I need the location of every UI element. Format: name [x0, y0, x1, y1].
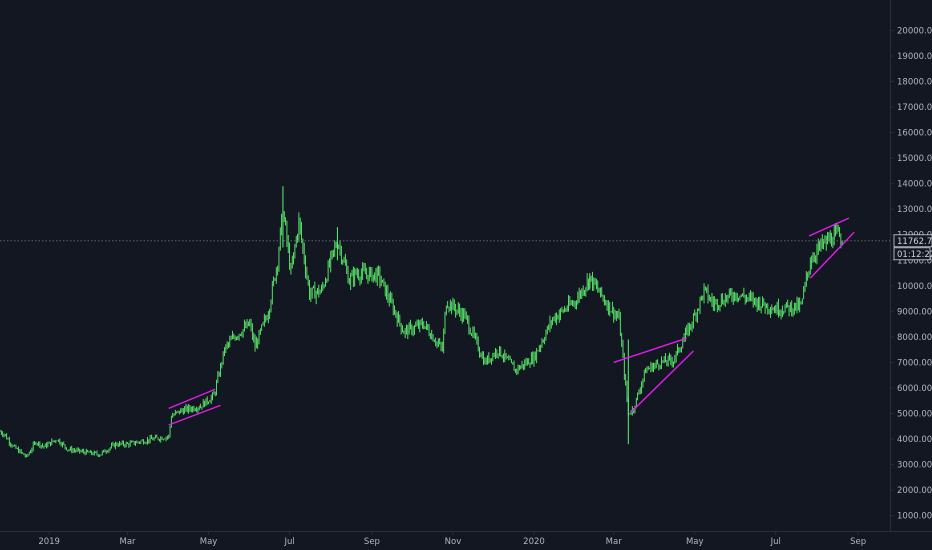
trendline-layer[interactable]	[168, 217, 855, 426]
trendline[interactable]	[613, 337, 687, 364]
price-tick-label: 7000.00	[897, 358, 932, 368]
price-tick-label: 13000.00	[897, 205, 932, 215]
time-axis[interactable]: 2019 Mar May Jul Sep Nov 2020 Mar May Jul Sep	[38, 531, 866, 547]
trendline[interactable]	[168, 404, 221, 426]
price-tick-label: 9000.00	[897, 307, 932, 317]
price-tick-label: 8000.00	[897, 333, 932, 343]
bar-countdown-label: 01:12:22	[897, 250, 932, 260]
price-tick-label: 10000.00	[897, 282, 932, 292]
price-tick-label: 4000.00	[897, 435, 932, 445]
time-tick-label: Mar	[606, 537, 623, 547]
time-tick-label: May	[686, 537, 704, 547]
crosshair-price-tag-box	[893, 234, 932, 248]
time-tick-label: Mar	[119, 537, 136, 547]
price-tick-label: 18000.00	[897, 78, 932, 88]
trendline[interactable]	[168, 388, 216, 410]
time-tick-label: Nov	[445, 537, 462, 547]
time-tick-label: Jul	[770, 537, 781, 547]
trendline[interactable]	[630, 350, 694, 413]
time-tick-label: Sep	[850, 537, 866, 547]
price-tick-label: 17000.00	[897, 103, 932, 113]
plot-area[interactable]	[0, 186, 843, 458]
time-tick-label: May	[200, 537, 218, 547]
price-tick-label: 6000.00	[897, 384, 932, 394]
price-tick-label: 19000.00	[897, 52, 932, 62]
bar-countdown-tag: 01:12:22	[893, 247, 932, 261]
price-tick-label: 16000.00	[897, 129, 932, 139]
price-tick-label: 3000.00	[897, 461, 932, 471]
time-tick-label: Sep	[364, 537, 380, 547]
bar-countdown-box	[893, 247, 931, 261]
price-tick-label: 15000.00	[897, 154, 932, 164]
time-tick-label: 2020	[523, 537, 545, 547]
crosshair-price-label: 11762.77	[897, 237, 932, 247]
time-tick-label: 2019	[38, 537, 60, 547]
price-tick-label: 14000.00	[897, 180, 932, 190]
price-tick-label: 5000.00	[897, 410, 932, 420]
price-tick-label: 20000.00	[897, 26, 932, 36]
trendline[interactable]	[809, 231, 855, 279]
price-tick-label: 1000.00	[897, 512, 932, 522]
trendline[interactable]	[808, 217, 850, 237]
time-tick-label: Jul	[283, 537, 294, 547]
price-tick-label: 11000.00	[897, 256, 932, 266]
price-tick-label: 2000.00	[897, 486, 932, 496]
price-axis[interactable]: 1000.00 2000.00 3000.00 4000.00 5000.00 6000.…	[890, 26, 932, 522]
crosshair-price-tag: 11762.77	[893, 234, 932, 248]
